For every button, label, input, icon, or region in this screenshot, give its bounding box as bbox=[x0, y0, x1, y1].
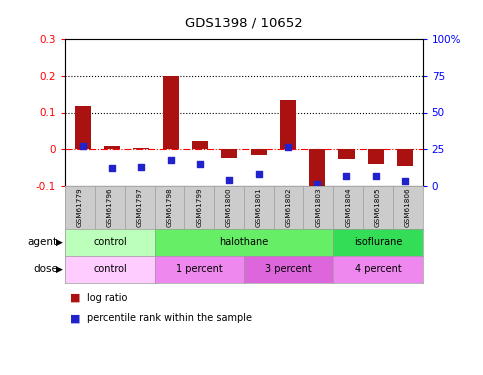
Bar bbox=[104, 146, 120, 149]
Bar bbox=[75, 106, 91, 149]
Text: halothane: halothane bbox=[219, 237, 269, 247]
Text: 3 percent: 3 percent bbox=[265, 264, 312, 274]
Bar bbox=[251, 149, 267, 154]
Text: GSM61804: GSM61804 bbox=[345, 188, 351, 227]
Bar bbox=[133, 148, 149, 149]
Text: GSM61800: GSM61800 bbox=[226, 188, 232, 227]
Point bbox=[108, 165, 116, 171]
Bar bbox=[368, 149, 384, 164]
Point bbox=[255, 171, 262, 177]
Point bbox=[79, 143, 86, 149]
Text: percentile rank within the sample: percentile rank within the sample bbox=[87, 314, 252, 323]
Text: GSM61806: GSM61806 bbox=[405, 188, 411, 227]
Point bbox=[372, 173, 380, 179]
Point bbox=[138, 164, 145, 170]
Text: control: control bbox=[93, 264, 127, 274]
Text: isoflurane: isoflurane bbox=[354, 237, 402, 247]
Point bbox=[401, 178, 409, 184]
Point bbox=[313, 181, 321, 187]
Text: GDS1398 / 10652: GDS1398 / 10652 bbox=[185, 17, 303, 30]
Text: control: control bbox=[93, 237, 127, 247]
Text: GSM61797: GSM61797 bbox=[137, 188, 142, 227]
Text: GSM61799: GSM61799 bbox=[196, 188, 202, 227]
Text: 1 percent: 1 percent bbox=[176, 264, 223, 274]
Bar bbox=[163, 76, 179, 149]
Bar bbox=[339, 149, 355, 159]
Point bbox=[196, 161, 204, 167]
Text: ▶: ▶ bbox=[56, 265, 63, 274]
Text: dose: dose bbox=[33, 264, 58, 274]
Bar bbox=[221, 149, 237, 158]
Text: 4 percent: 4 percent bbox=[355, 264, 401, 274]
Point bbox=[284, 144, 292, 150]
Text: GSM61796: GSM61796 bbox=[107, 188, 113, 227]
Text: GSM61779: GSM61779 bbox=[77, 188, 83, 227]
Bar bbox=[397, 149, 413, 166]
Text: log ratio: log ratio bbox=[87, 293, 128, 303]
Bar bbox=[309, 149, 325, 196]
Text: GSM61805: GSM61805 bbox=[375, 188, 381, 227]
Text: GSM61802: GSM61802 bbox=[285, 188, 292, 227]
Text: ■: ■ bbox=[70, 314, 81, 323]
Text: ▶: ▶ bbox=[56, 238, 63, 247]
Text: GSM61803: GSM61803 bbox=[315, 188, 321, 227]
Point bbox=[342, 173, 350, 179]
Point bbox=[226, 177, 233, 183]
Point bbox=[167, 157, 174, 163]
Bar bbox=[192, 141, 208, 149]
Text: ■: ■ bbox=[70, 293, 81, 303]
Text: agent: agent bbox=[28, 237, 58, 247]
Text: GSM61801: GSM61801 bbox=[256, 188, 262, 227]
Bar bbox=[280, 100, 296, 149]
Text: GSM61798: GSM61798 bbox=[167, 188, 172, 227]
